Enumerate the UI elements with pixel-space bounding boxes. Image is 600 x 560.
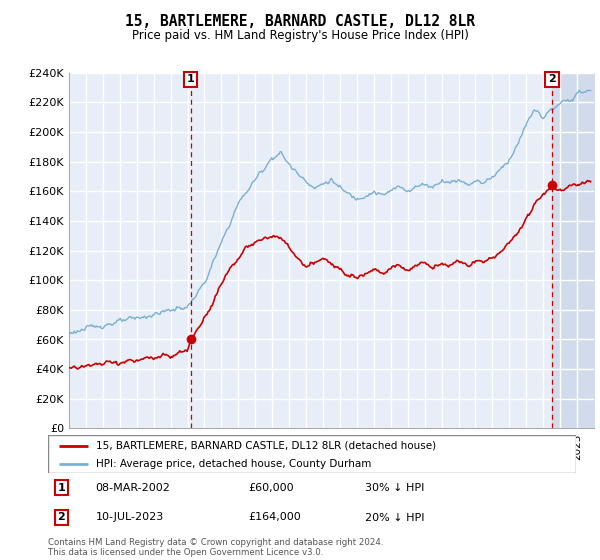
Text: 15, BARTLEMERE, BARNARD CASTLE, DL12 8LR: 15, BARTLEMERE, BARNARD CASTLE, DL12 8LR xyxy=(125,14,475,29)
Text: 1: 1 xyxy=(58,483,65,493)
Text: Contains HM Land Registry data © Crown copyright and database right 2024.
This d: Contains HM Land Registry data © Crown c… xyxy=(48,538,383,557)
Text: £60,000: £60,000 xyxy=(248,483,294,493)
Text: 08-MAR-2002: 08-MAR-2002 xyxy=(95,483,170,493)
Text: Price paid vs. HM Land Registry's House Price Index (HPI): Price paid vs. HM Land Registry's House … xyxy=(131,29,469,42)
Text: 2: 2 xyxy=(58,512,65,522)
Text: 2: 2 xyxy=(548,74,556,85)
Text: 15, BARTLEMERE, BARNARD CASTLE, DL12 8LR (detached house): 15, BARTLEMERE, BARNARD CASTLE, DL12 8LR… xyxy=(95,441,436,451)
Text: 20% ↓ HPI: 20% ↓ HPI xyxy=(365,512,424,522)
Text: 30% ↓ HPI: 30% ↓ HPI xyxy=(365,483,424,493)
Text: £164,000: £164,000 xyxy=(248,512,301,522)
Text: 10-JUL-2023: 10-JUL-2023 xyxy=(95,512,164,522)
Text: HPI: Average price, detached house, County Durham: HPI: Average price, detached house, Coun… xyxy=(95,459,371,469)
Text: 1: 1 xyxy=(187,74,194,85)
